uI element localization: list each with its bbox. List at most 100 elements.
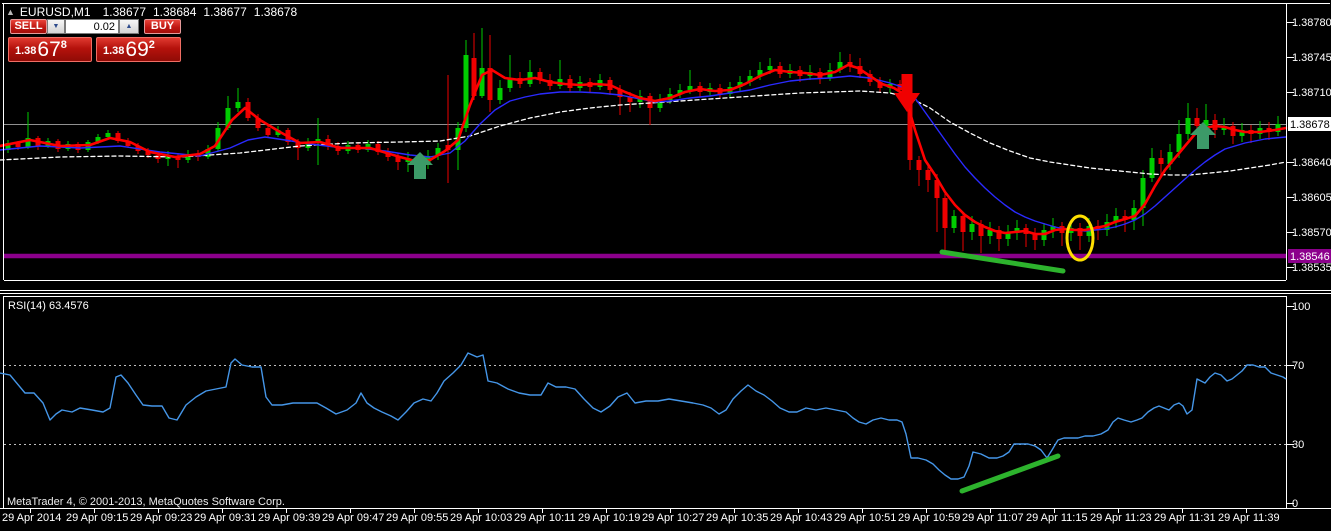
ma-mid-blue-line <box>0 75 1287 232</box>
candle-bear <box>907 90 913 160</box>
candle-bear <box>916 160 922 170</box>
candle-bear <box>942 198 948 228</box>
time-axis-label: 29 Apr 10:43 <box>770 512 832 524</box>
time-axis-label: 29 Apr 10:35 <box>706 512 768 524</box>
sell-signal-arrow[interactable] <box>894 74 920 112</box>
time-axis-label: 29 Apr 11:39 <box>1218 512 1280 524</box>
ohlc-high: 1.38684 <box>153 5 197 19</box>
candle-bull <box>205 149 211 157</box>
candle-bull <box>1014 228 1020 232</box>
rsi-axis-label: 70 <box>1292 360 1304 372</box>
volume-decrease-button[interactable]: ▼ <box>47 19 65 34</box>
candle-bear <box>627 97 633 102</box>
time-axis-label: 29 Apr 10:27 <box>642 512 704 524</box>
candle-bull <box>435 148 441 156</box>
time-axis-label: 29 Apr 10:11 <box>514 512 576 524</box>
candle-bull <box>275 130 281 135</box>
candle-bull <box>757 70 763 76</box>
candle-bear <box>175 156 181 160</box>
candle-bear <box>471 58 477 96</box>
time-axis-label: 29 Apr 11:15 <box>1026 512 1088 524</box>
buy-price-sup: 2 <box>148 39 155 51</box>
rsi-axis-label: 100 <box>1292 301 1310 313</box>
candle-bear <box>145 151 151 155</box>
candle-bear <box>537 72 543 80</box>
candle-bear <box>877 82 883 88</box>
candle-bear <box>1158 158 1164 164</box>
candle-bear <box>1194 118 1200 126</box>
candle-bear <box>617 90 623 97</box>
candle-bull <box>1113 216 1119 222</box>
candle-bear <box>395 157 401 162</box>
time-axis-label: 29 Apr 09:31 <box>194 512 256 524</box>
candle-bear <box>978 224 984 236</box>
time-axis-label: 29 Apr 11:31 <box>1154 512 1216 524</box>
trendline-rsi[interactable] <box>959 453 1061 494</box>
price-axis-label: 1.38745 <box>1292 52 1331 64</box>
candle-bull <box>1176 134 1182 152</box>
volume-input[interactable] <box>65 19 119 34</box>
chevron-up-icon: ▲ <box>125 23 133 30</box>
time-axis-label: 29 Apr 2014 <box>2 512 61 524</box>
chart-title-bar: ▲ EURUSD,M1 1.38677 1.38684 1.38677 1.38678 <box>6 5 304 19</box>
candle-bull <box>507 78 513 88</box>
time-axis-label: 29 Apr 10:03 <box>450 512 512 524</box>
buy-price-big: 69 <box>125 38 149 61</box>
candle-bull <box>987 230 993 236</box>
trendline-main[interactable] <box>939 249 1066 274</box>
candle-bull <box>687 86 693 90</box>
sell-price-big: 67 <box>37 38 61 61</box>
sell-price-display[interactable]: 1.38678 <box>8 37 92 62</box>
candle-bull <box>837 62 843 70</box>
time-axis-label: 29 Apr 11:07 <box>962 512 1024 524</box>
candle-bull <box>479 68 485 96</box>
time-axis-label: 29 Apr 11:23 <box>1090 512 1152 524</box>
candle-bull <box>1140 178 1146 208</box>
yellow-highlight-ellipse[interactable] <box>1065 214 1095 262</box>
one-click-trading-panel: SELL ▼ ▲ BUY 1.38678 1.38692 <box>5 17 185 64</box>
volume-increase-button[interactable]: ▲ <box>119 19 139 34</box>
candle-bull <box>1203 120 1209 126</box>
rsi-axis-label: 0 <box>1292 498 1298 510</box>
candle-bull <box>1185 118 1191 134</box>
sell-price-sup: 8 <box>60 39 67 51</box>
candle-bull <box>677 90 683 94</box>
candle-bull <box>1005 232 1011 239</box>
candle-bull <box>105 133 111 137</box>
symbol-period-label: EURUSD,M1 <box>19 5 91 19</box>
ohlc-close: 1.38678 <box>253 5 298 19</box>
candle-bull <box>25 138 31 147</box>
time-axis-label: 29 Apr 09:39 <box>258 512 320 524</box>
candle-bull <box>95 137 101 142</box>
candle-bull <box>5 143 11 150</box>
ohlc-low: 1.38677 <box>203 5 247 19</box>
candle-bear <box>487 68 493 100</box>
candle-bear <box>75 144 81 150</box>
candle-bull <box>1275 124 1281 132</box>
buy-button[interactable]: BUY <box>144 19 181 34</box>
candle-bear <box>847 62 853 66</box>
sell-button[interactable]: SELL <box>10 19 47 34</box>
ma-slow-white-line <box>0 90 1287 176</box>
candle-bull <box>969 224 975 232</box>
buy-price-display[interactable]: 1.38692 <box>96 37 181 62</box>
candle-bear <box>1032 234 1038 240</box>
support-price-label: 1.38546 <box>1290 251 1330 263</box>
buy-signal-arrow-2[interactable] <box>1190 122 1216 149</box>
ohlc-open: 1.38677 <box>102 5 146 19</box>
price-axis-label: 1.38570 <box>1292 227 1331 239</box>
candle-bull <box>657 100 663 108</box>
buy-signal-arrow-1[interactable] <box>407 152 433 179</box>
candle-bull <box>165 156 171 159</box>
collapse-triangle-icon[interactable]: ▲ <box>6 7 15 17</box>
time-axis-label: 29 Apr 10:19 <box>578 512 640 524</box>
sell-price-head: 1.38 <box>15 45 37 57</box>
candle-bear <box>325 139 331 146</box>
candle-bear <box>1077 228 1083 236</box>
candle-bull <box>1149 158 1155 178</box>
copyright-text: MetaTrader 4, © 2001-2013, MetaQuotes So… <box>7 496 285 508</box>
candle-bear <box>934 180 940 198</box>
